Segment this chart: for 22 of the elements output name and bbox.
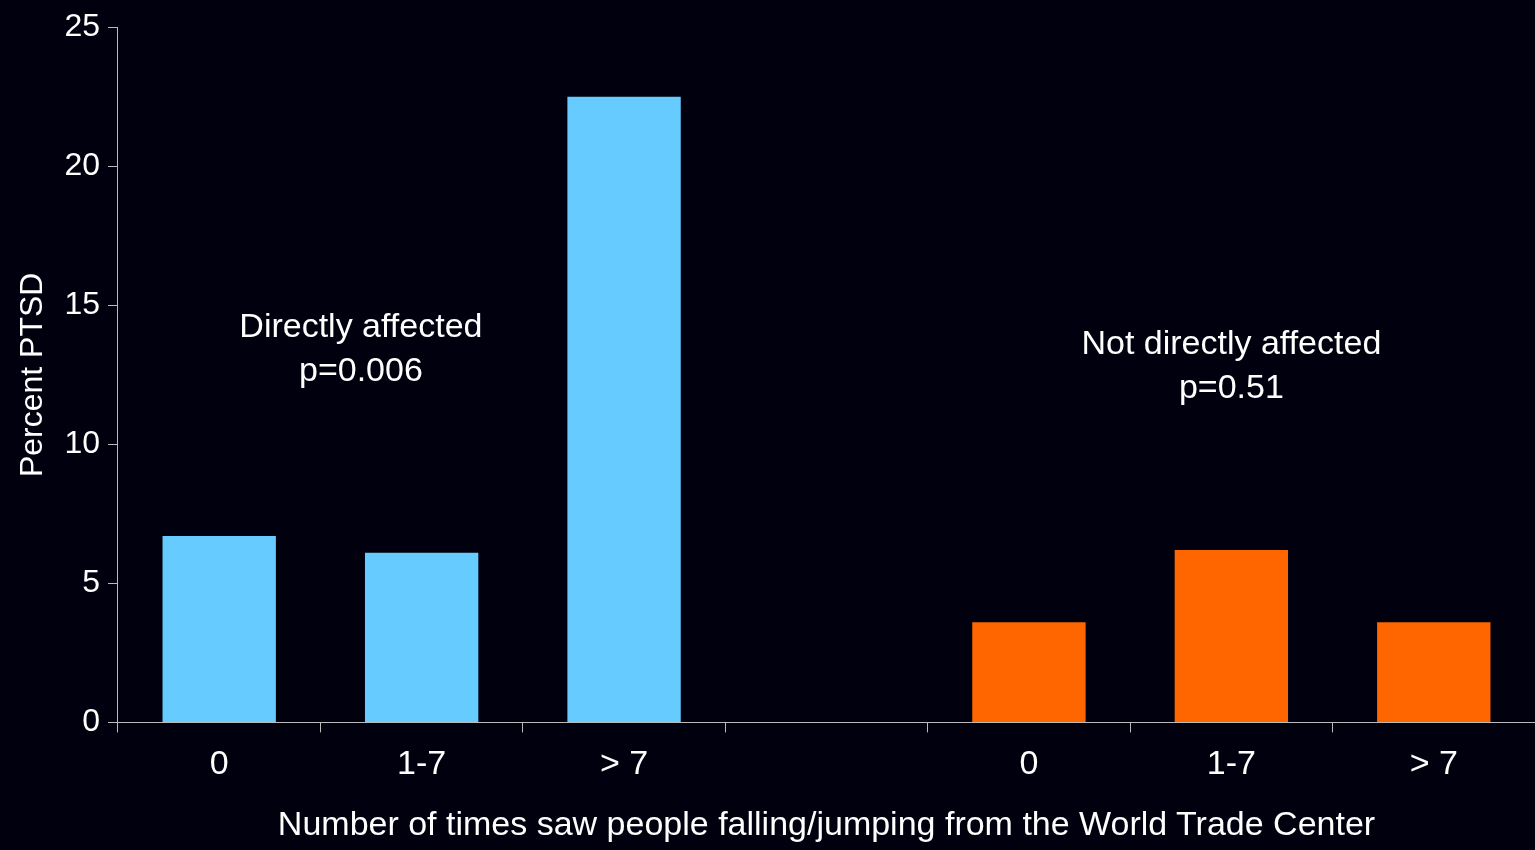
x-tick-label: 0 bbox=[209, 743, 229, 782]
y-tick-label: 20 bbox=[64, 146, 100, 183]
y-tick-label: 25 bbox=[64, 7, 100, 44]
bar bbox=[364, 552, 479, 722]
bar bbox=[567, 96, 681, 722]
x-tick-label: 1-7 bbox=[1206, 743, 1256, 782]
x-tick-label: > 7 bbox=[599, 743, 649, 782]
bar bbox=[162, 536, 276, 722]
y-axis-title: Percent PTSD bbox=[13, 272, 50, 478]
y-tick-label: 5 bbox=[82, 563, 100, 600]
y-tick-label: 0 bbox=[82, 702, 100, 739]
annotation: Not directly affected p=0.51 bbox=[1081, 322, 1382, 405]
annotation: Directly affected p=0.006 bbox=[239, 305, 483, 388]
x-tick-label: 1-7 bbox=[397, 743, 447, 782]
x-tick-label: 0 bbox=[1019, 743, 1039, 782]
bar bbox=[1377, 622, 1491, 722]
x-axis-title: Number of times saw people falling/jumping from the World Trade Center bbox=[277, 803, 1376, 842]
bar bbox=[972, 622, 1086, 722]
y-tick-label: 15 bbox=[64, 285, 100, 322]
bar bbox=[1174, 549, 1289, 722]
x-tick-label: > 7 bbox=[1409, 743, 1458, 782]
y-tick-label: 10 bbox=[64, 424, 100, 461]
